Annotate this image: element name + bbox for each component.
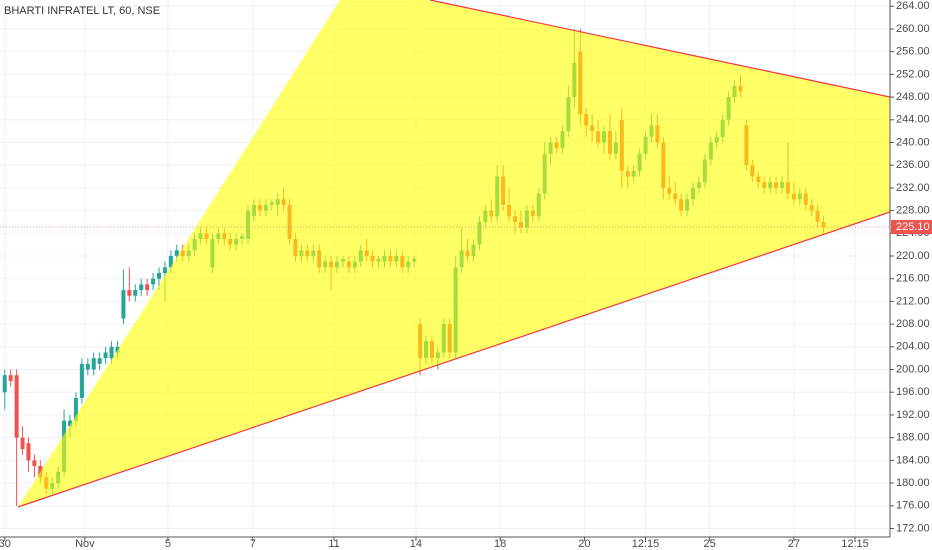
y-tick-label: 260.00 <box>896 23 930 35</box>
y-tick-label: 196.00 <box>896 386 930 398</box>
candle-body <box>2 375 7 393</box>
y-tick-label: 248.00 <box>896 91 930 103</box>
candle-body <box>121 290 126 319</box>
candle-body <box>85 363 90 370</box>
x-tick-label: 27 <box>788 538 800 550</box>
x-tick-label: 14 <box>410 538 422 550</box>
y-tick-label: 180.00 <box>896 477 930 489</box>
candle-body <box>168 256 173 268</box>
candle-body <box>73 397 78 421</box>
triangle-fill <box>18 0 890 507</box>
x-tick-label: 20 <box>578 538 590 550</box>
y-tick-label: 220.00 <box>896 250 930 262</box>
y-tick-label: 176.00 <box>896 500 930 512</box>
x-tick-label: 25 <box>704 538 716 550</box>
candle-body <box>115 346 120 353</box>
y-tick-label: 240.00 <box>896 136 930 148</box>
candle-body <box>127 290 132 296</box>
x-tick-label: 18 <box>494 538 506 550</box>
y-tick-label: 208.00 <box>896 318 930 330</box>
candle-body <box>20 437 25 450</box>
candle-body <box>67 420 73 427</box>
x-tick-label: 11 <box>328 538 339 550</box>
candle-body <box>32 460 37 467</box>
candle-body <box>97 358 102 364</box>
y-tick-label: 252.00 <box>896 68 930 80</box>
y-tick-label: 216.00 <box>896 273 930 285</box>
candle-body <box>8 375 13 381</box>
last-price-label: 225.10 <box>896 221 930 233</box>
y-tick-label: 204.00 <box>896 341 930 353</box>
x-tick-label: 7 <box>250 538 256 550</box>
candle-body <box>174 250 179 257</box>
y-tick-label: 236.00 <box>896 159 930 171</box>
candle-body <box>38 466 43 478</box>
candle-body <box>133 290 138 296</box>
y-tick-label: 256.00 <box>896 46 930 58</box>
y-tick-label: 212.00 <box>896 295 930 307</box>
y-tick-label: 172.00 <box>896 522 930 534</box>
candle-body <box>79 363 84 398</box>
trend-line-lower <box>17 211 891 508</box>
candle-body <box>145 284 150 291</box>
candle-body <box>162 267 167 274</box>
x-tick-label: Nov <box>75 538 95 550</box>
y-tick-label: 200.00 <box>896 363 930 375</box>
y-tick-label: 188.00 <box>896 432 930 444</box>
candle-body <box>14 375 19 438</box>
y-tick-label: 244.00 <box>896 114 930 126</box>
last-price-tag <box>891 220 932 235</box>
y-tick-label: 192.00 <box>896 409 930 421</box>
trend-line-upper <box>429 0 891 98</box>
candle-body <box>151 278 156 285</box>
y-tick-label: 184.00 <box>896 454 930 466</box>
x-tick-label: 5 <box>165 538 171 550</box>
x-tick-label: 30 <box>0 538 11 550</box>
candle-body <box>26 443 31 461</box>
candle-body <box>103 352 108 359</box>
y-tick-label: 228.00 <box>896 205 930 217</box>
candle-body <box>156 273 162 279</box>
y-tick-label: 264.00 <box>896 0 930 12</box>
y-tick-label: 232.00 <box>896 182 930 194</box>
candle-body <box>91 358 96 370</box>
candle-body <box>139 284 144 291</box>
x-tick-label: 12:15 <box>841 538 869 550</box>
candle-body <box>109 346 114 359</box>
x-tick-label: 12:15 <box>632 538 660 550</box>
chart-title: BHARTI INFRATEL LT, 60, NSE <box>4 5 160 17</box>
